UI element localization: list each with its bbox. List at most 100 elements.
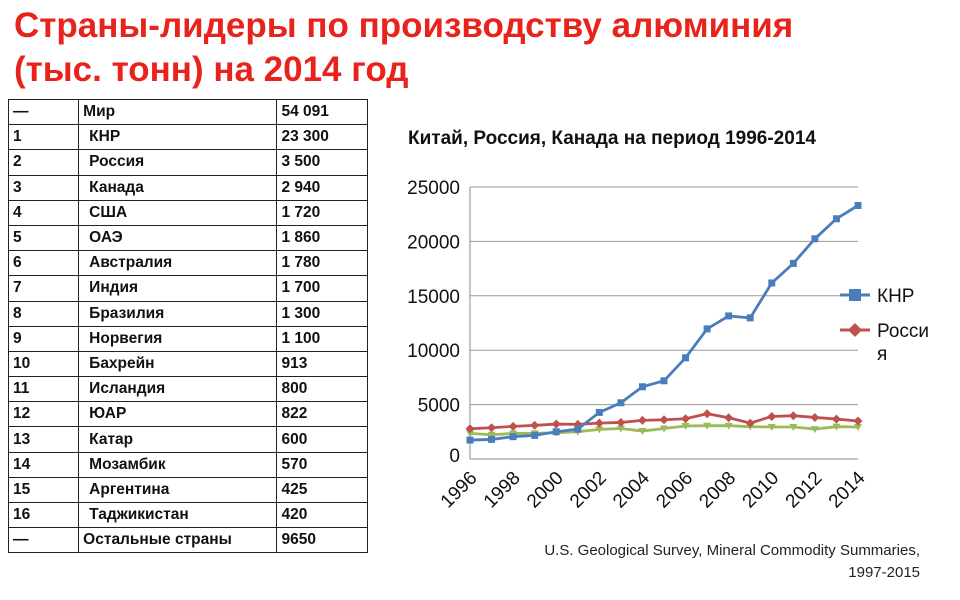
country-cell: Индия [78,275,278,302]
title-line-1: Страны-лидеры по производству алюминия [14,6,794,45]
country-cell: Таджикистан [78,501,278,529]
data-point [681,423,690,431]
y-tick-label: 15000 [407,287,460,308]
country-cell: Катар [78,426,278,453]
data-point [659,415,669,425]
value-cell: 420 [276,501,368,529]
value-cell: 1 780 [276,250,368,277]
source-line-2: 1997-2015 [848,564,920,581]
table-row: 15 Аргентина 425 [7,476,368,504]
y-tick-label: 20000 [407,232,460,253]
value-cell: 1 720 [276,199,368,226]
data-point [810,412,820,422]
x-tick-label: 2010 [739,468,784,513]
data-point [616,417,626,427]
y-tick-label: 5000 [418,396,460,417]
x-tick-label: 2014 [825,467,870,512]
data-point [595,408,603,416]
table-row: 16 Таджикистан 420 [7,501,368,529]
value-cell: 1 700 [276,275,368,302]
legend-marker [848,323,862,337]
chart-title: Китай, Россия, Канада на период 1996-201… [408,128,816,149]
value-cell: 54 091 [276,98,368,126]
data-point [832,215,840,223]
x-tick-label: 1996 [437,468,482,513]
rank-cell: 11 [7,376,80,403]
data-point [745,418,755,428]
data-point [703,422,712,430]
table-row: 6 Австралия 1 780 [7,250,368,277]
legend-marker [849,289,861,301]
data-point [767,424,776,432]
data-point [660,425,668,433]
country-cell: Мозамбик [78,451,278,478]
data-point [487,423,497,433]
x-tick-label: 2004 [609,467,654,512]
data-point [681,414,691,424]
table-row: 4 США 1 720 [7,199,368,226]
slide-title: Страны-лидеры по производству алюминия (… [14,4,793,92]
rank-cell: 12 [7,401,80,428]
table-row: 14 Мозамбик 570 [7,451,368,478]
rank-cell: 16 [7,501,80,529]
data-point [703,325,711,333]
data-point [638,428,647,436]
production-table: — Мир 54 091 1 КНР 23 300 2 Россия 3 500 3 Канада 2… [7,98,368,554]
table-row: 9 Норвегия 1 100 [7,325,368,352]
data-point [552,428,560,436]
data-point [487,431,496,439]
x-tick-label: 2008 [695,468,740,513]
country-cell: США [78,199,278,226]
rank-cell: 5 [7,224,80,252]
table-row: — Мир 54 091 [7,98,368,126]
rank-cell: 8 [7,300,80,327]
data-point [768,279,776,287]
data-point [574,425,582,433]
value-cell: 822 [276,401,368,428]
country-cell: Канада [78,174,278,201]
table-row: — Остальные страны 9650 [7,527,368,554]
data-point [637,415,647,425]
data-point [810,426,819,434]
data-point [682,354,690,362]
rank-cell: 4 [7,199,80,226]
rank-cell: 13 [7,426,80,453]
data-point [767,411,777,421]
country-cell: Бахрейн [78,350,278,378]
country-cell: Россия [78,149,278,176]
data-point [594,418,604,428]
legend-label-russia: Росси я [877,321,929,365]
rank-cell: — [7,527,80,554]
rank-cell: 2 [7,149,80,176]
data-point [725,312,733,320]
data-point [638,383,646,391]
data-point [660,377,668,385]
data-point [854,424,862,432]
legend-label-knr: КНР [877,286,914,307]
data-point [508,421,518,431]
data-point [509,433,517,441]
data-point [465,424,475,434]
table-row: 10 Бахрейн 913 [7,350,368,378]
source-line-1: U.S. Geological Survey, Mineral Commodit… [544,542,920,559]
value-cell: 23 300 [276,124,368,151]
data-point [811,235,819,243]
table-row: 7 Индия 1 700 [7,275,368,302]
value-cell: 570 [276,451,368,478]
table-row: 3 Канада 2 940 [7,174,368,201]
data-point [551,419,561,429]
data-point [595,426,604,434]
table-row: 5 ОАЭ 1 860 [7,224,368,252]
x-tick-label: 2000 [523,468,568,513]
value-cell: 913 [276,350,368,378]
table-row: 8 Бразилия 1 300 [7,300,368,327]
rank-cell: 15 [7,476,80,504]
value-cell: 1 860 [276,224,368,252]
data-point [746,314,754,322]
value-cell: 1 300 [276,300,368,327]
data-point [832,423,841,431]
data-point [466,436,474,444]
data-point [724,413,734,423]
data-point [788,411,798,421]
y-tick-label: 25000 [407,178,460,199]
